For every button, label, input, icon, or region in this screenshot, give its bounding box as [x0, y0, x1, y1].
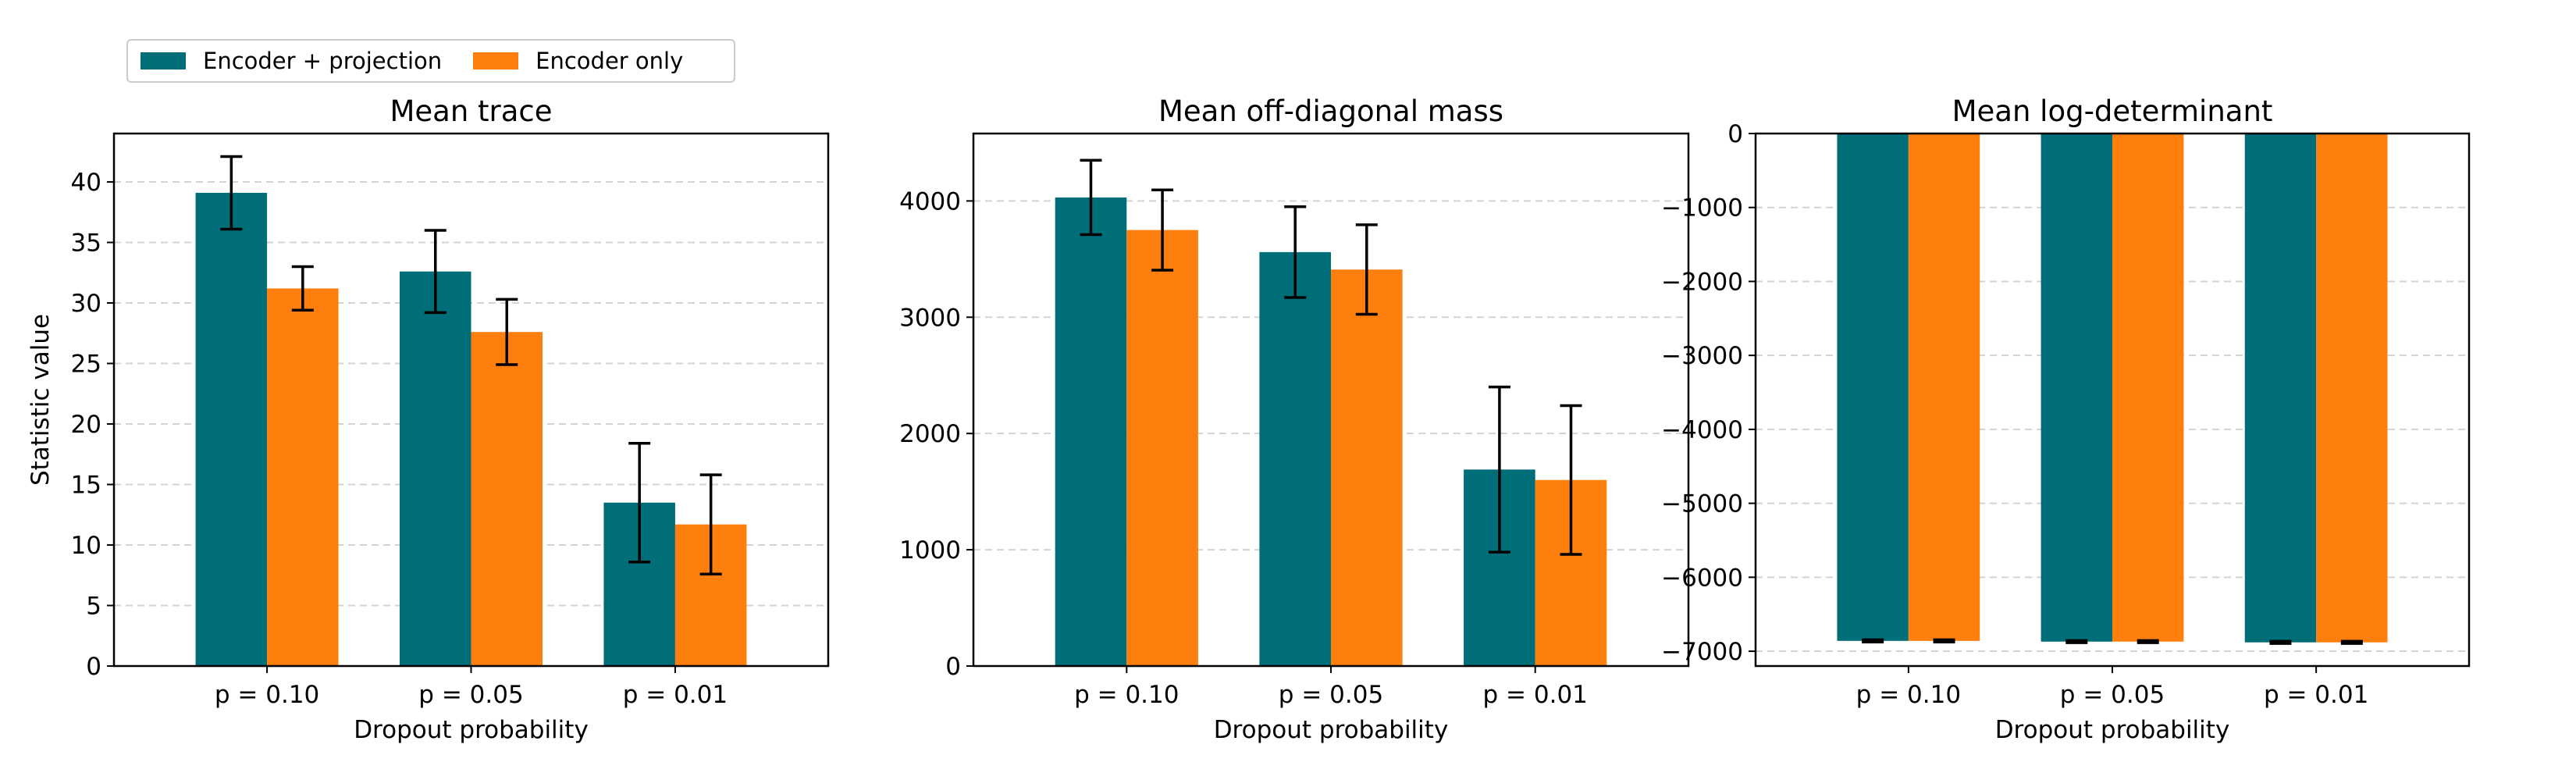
- y-tick-label: 30: [71, 290, 101, 318]
- x-tick-label: p = 0.05: [418, 681, 523, 709]
- y-tick-label: 25: [71, 351, 101, 379]
- x-tick-label: p = 0.01: [1483, 681, 1588, 709]
- legend-swatch-series1: [473, 52, 519, 69]
- x-axis-label: Dropout probability: [1995, 716, 2230, 744]
- y-tick-label: −1000: [1661, 194, 1743, 223]
- chart-title: Mean trace: [390, 94, 552, 128]
- bar: [471, 332, 543, 666]
- y-tick-label: 1000: [899, 536, 961, 565]
- x-tick-label: p = 0.05: [1279, 681, 1383, 709]
- bar: [195, 192, 268, 666]
- chart-title: Mean log-determinant: [1952, 94, 2273, 128]
- bar: [1331, 269, 1403, 666]
- x-tick-label: p = 0.10: [1856, 681, 1961, 709]
- x-tick-label: p = 0.05: [2060, 681, 2165, 709]
- y-tick-label: −7000: [1661, 638, 1743, 666]
- bar: [267, 288, 339, 666]
- y-tick-label: 20: [71, 411, 101, 439]
- y-tick-label: 2000: [899, 420, 961, 448]
- chart-title: Mean off-diagonal mass: [1158, 94, 1503, 128]
- y-tick-label: 35: [71, 230, 101, 258]
- y-tick-label: 5: [86, 593, 101, 621]
- y-tick-label: 40: [71, 169, 101, 197]
- bar: [400, 271, 471, 666]
- legend-item-series1: Encoder only: [473, 48, 683, 74]
- x-tick-label: p = 0.10: [215, 681, 319, 709]
- bar: [1908, 134, 1980, 641]
- y-tick-label: −6000: [1661, 564, 1743, 592]
- y-tick-label: −5000: [1661, 490, 1743, 518]
- y-tick-label: 0: [1727, 120, 1743, 148]
- x-tick-label: p = 0.10: [1074, 681, 1179, 709]
- y-tick-label: 4000: [899, 187, 961, 216]
- y-tick-label: −2000: [1661, 268, 1743, 296]
- y-tick-label: −3000: [1661, 342, 1743, 370]
- y-axis-label: Statistic value: [27, 314, 55, 486]
- bar: [2316, 134, 2388, 643]
- bar: [2244, 134, 2317, 643]
- bar: [1259, 251, 1331, 666]
- legend-item-series0: Encoder + projection: [141, 48, 442, 74]
- legend: Encoder + projection Encoder only: [126, 39, 735, 83]
- legend-swatch-series0: [141, 52, 186, 69]
- y-tick-label: 0: [945, 653, 961, 681]
- x-tick-label: p = 0.01: [2264, 681, 2368, 709]
- bar: [2112, 134, 2184, 642]
- y-tick-label: −4000: [1661, 416, 1743, 444]
- y-tick-label: 0: [86, 653, 101, 681]
- x-tick-label: p = 0.01: [623, 681, 728, 709]
- x-axis-label: Dropout probability: [1214, 716, 1449, 744]
- y-tick-label: 3000: [899, 304, 961, 332]
- legend-label-series1: Encoder only: [535, 48, 684, 74]
- y-tick-label: 10: [71, 532, 101, 560]
- bar: [1055, 197, 1127, 667]
- legend-label-series0: Encoder + projection: [203, 48, 443, 74]
- y-tick-label: 15: [71, 472, 101, 500]
- bar: [2041, 134, 2112, 642]
- x-axis-label: Dropout probability: [354, 716, 589, 744]
- bar: [1837, 134, 1909, 641]
- bar: [1126, 230, 1198, 666]
